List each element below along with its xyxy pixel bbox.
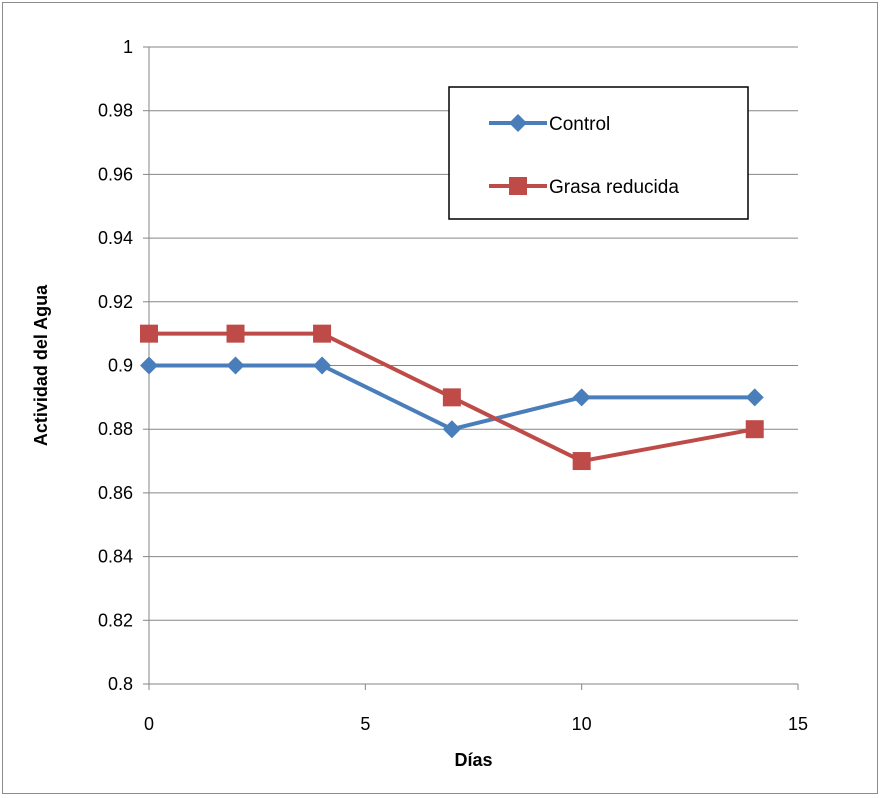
series-line bbox=[149, 331, 756, 464]
x-tick-label: 10 bbox=[572, 714, 592, 734]
data-point bbox=[313, 356, 332, 375]
legend-entry: Control bbox=[489, 114, 610, 135]
data-point bbox=[572, 388, 591, 407]
data-point bbox=[140, 356, 158, 375]
x-tick-label: 0 bbox=[144, 714, 154, 734]
y-tick-label: 0.94 bbox=[98, 228, 133, 248]
legend-label: Grasa reducida bbox=[549, 177, 679, 198]
data-point bbox=[140, 324, 158, 343]
y-tick-label: 0.9 bbox=[108, 356, 133, 376]
data-point bbox=[226, 324, 245, 343]
data-point bbox=[745, 420, 764, 439]
x-axis-title: Días bbox=[454, 750, 492, 770]
legend: Control Grasa reducida bbox=[448, 86, 749, 220]
legend-box bbox=[448, 86, 749, 220]
data-point bbox=[442, 388, 461, 407]
data-point bbox=[745, 388, 764, 407]
y-tick-label: 0.82 bbox=[98, 610, 133, 630]
legend-label: Control bbox=[549, 114, 610, 135]
y-tick-label: 0.84 bbox=[98, 547, 133, 567]
data-point bbox=[572, 452, 591, 471]
legend-marker bbox=[509, 114, 527, 132]
y-axis-title: Actividad del Agua bbox=[31, 284, 51, 446]
data-point bbox=[313, 324, 332, 343]
data-point bbox=[442, 420, 461, 439]
y-tick-label: 1 bbox=[123, 37, 133, 57]
series-layer bbox=[140, 324, 764, 471]
y-tick-label: 0.86 bbox=[98, 483, 133, 503]
series-0 bbox=[140, 356, 764, 439]
y-tick-label: 0.98 bbox=[98, 101, 133, 121]
y-tick-label: 0.96 bbox=[98, 164, 133, 184]
legend-entry: Grasa reducida bbox=[489, 177, 679, 198]
data-point bbox=[226, 356, 245, 375]
series-line bbox=[149, 363, 755, 432]
y-tick-label: 0.8 bbox=[108, 674, 133, 694]
y-tick-label: 0.92 bbox=[98, 292, 133, 312]
series-1 bbox=[140, 324, 764, 471]
y-tick-label: 0.88 bbox=[98, 419, 133, 439]
x-tick-label: 15 bbox=[788, 714, 808, 734]
x-tick-label: 5 bbox=[360, 714, 370, 734]
axes: 0.80.820.840.860.880.90.920.940.960.9810… bbox=[98, 37, 808, 734]
legend-marker bbox=[509, 177, 527, 195]
